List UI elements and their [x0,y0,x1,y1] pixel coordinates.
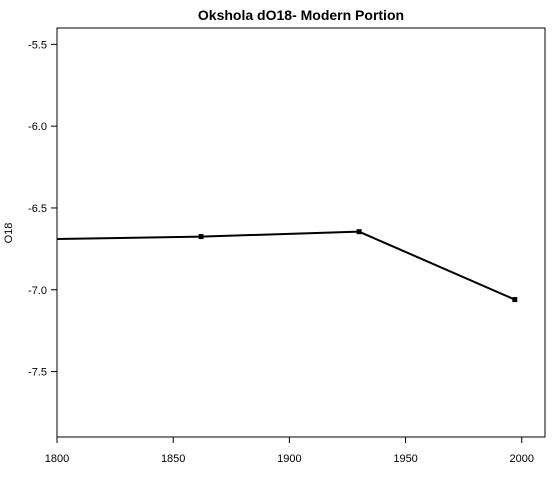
y-tick-label: -7.0 [28,285,47,297]
x-tick-label: 1800 [45,453,69,465]
x-tick-label: 1950 [393,453,417,465]
chart-title: Okshola dO18- Modern Portion [198,7,404,23]
data-point [356,229,362,235]
series-line [56,230,516,301]
data-point [512,297,518,303]
y-tick-label: -6.0 [28,121,47,133]
series-layer [56,229,518,303]
y-tick-label: -6.5 [28,203,47,215]
y-axis-label: O18 [3,223,15,244]
x-axis: 1800 1850 1900 1950 2000 [45,437,534,465]
plot-area-frame [56,27,546,438]
x-tick-label: 2000 [510,453,534,465]
data-point [198,234,204,240]
y-axis: -5.5 -6.0 -6.5 -7.0 -7.5 [28,39,57,379]
y-tick-label: -5.5 [28,39,47,51]
x-tick-label: 1850 [161,453,185,465]
y-tick-label: -7.5 [28,367,47,379]
x-tick-label: 1900 [277,453,301,465]
